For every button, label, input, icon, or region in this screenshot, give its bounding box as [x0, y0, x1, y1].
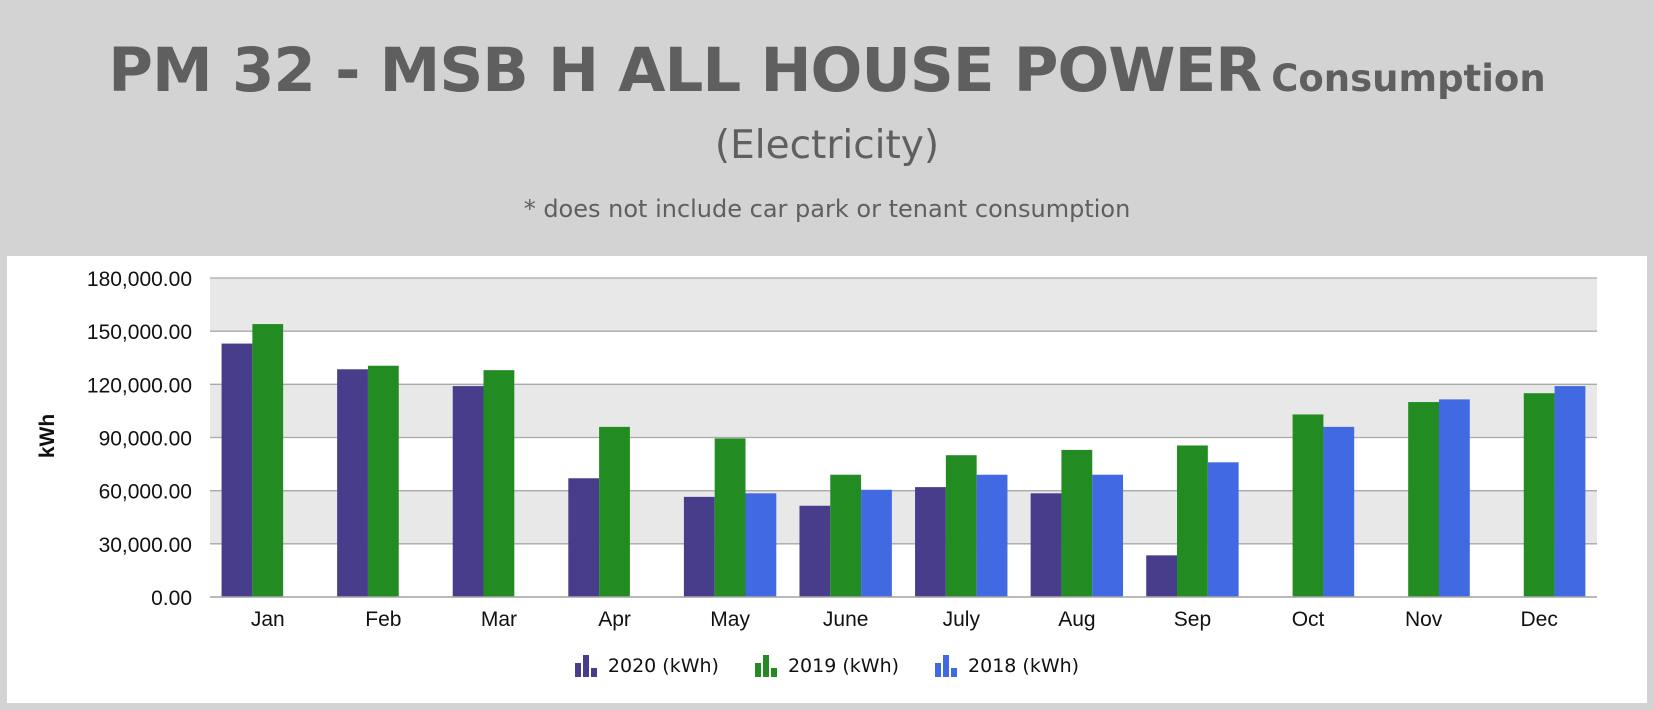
- bar-2019-june: [830, 474, 862, 597]
- grid-band: [210, 384, 1597, 438]
- x-tick-label: Mar: [481, 608, 517, 631]
- chart-subtitle: (Electricity): [714, 123, 940, 168]
- bar-2020-apr: [568, 478, 600, 597]
- x-tick-label: Aug: [1058, 608, 1095, 631]
- chart-title-suffix: Consumption: [1271, 57, 1546, 100]
- bar-2018-oct: [1323, 426, 1355, 597]
- bar-2020-may: [683, 496, 715, 597]
- bar-2019-apr: [599, 426, 630, 597]
- legend-label: 2018 (kWh): [968, 655, 1080, 677]
- y-tick-label: 150,000.00: [87, 321, 192, 344]
- bar-2018-aug: [1092, 474, 1124, 597]
- y-tick-label: 120,000.00: [87, 374, 192, 397]
- chart-legend: 2020 (kWh) 2019 (kWh) 2018 (kWh): [7, 655, 1647, 677]
- x-tick-label: June: [823, 608, 869, 631]
- bar-2019-nov: [1408, 402, 1439, 597]
- bar-2019-sep: [1177, 445, 1208, 597]
- legend-swatch-icon: [574, 655, 599, 677]
- y-tick-label: 90,000.00: [99, 428, 192, 451]
- bar-2018-dec: [1554, 386, 1586, 597]
- bar-2020-june: [799, 505, 831, 597]
- grid-band: [210, 278, 1597, 332]
- bar-2018-sep: [1207, 462, 1239, 597]
- y-tick-label: 0.00: [151, 587, 192, 610]
- bar-2020-sep: [1146, 555, 1178, 597]
- bar-2020-mar: [452, 386, 484, 597]
- bar-2019-dec: [1523, 393, 1555, 597]
- bar-2019-may: [714, 438, 746, 597]
- bar-2020-jan: [221, 343, 253, 597]
- bar-2019-mar: [483, 370, 515, 597]
- bar-2020-feb: [337, 369, 368, 597]
- legend-item: 2018 (kWh): [935, 655, 1079, 677]
- legend-swatch-icon: [754, 655, 779, 677]
- x-tick-label: July: [943, 608, 981, 631]
- x-tick-label: May: [710, 608, 750, 631]
- bar-2018-may: [745, 493, 777, 597]
- legend-swatch-icon: [935, 655, 959, 677]
- bar-2019-jan: [252, 324, 284, 597]
- bar-2018-nov: [1438, 399, 1470, 597]
- chart-note: * does not include car park or tenant co…: [523, 195, 1131, 223]
- bar-2019-aug: [1061, 449, 1093, 597]
- bar-2018-july: [976, 474, 1008, 597]
- chart-title: PM 32 - MSB H ALL HOUSE POWER Consumption: [0, 35, 1654, 106]
- bar-2019-feb: [367, 365, 399, 597]
- chart-header: PM 32 - MSB H ALL HOUSE POWER Consumption…: [0, 0, 1654, 256]
- chart-panel: 0.00 30,000.00 60,000.00 90,000.00 120,000.0…: [7, 256, 1647, 703]
- x-tick-label: Oct: [1292, 608, 1325, 631]
- chart-title-main: PM 32 - MSB H ALL HOUSE POWER: [108, 35, 1262, 106]
- x-tick-label: Jan: [251, 608, 285, 631]
- y-tick-label: 180,000.00: [87, 268, 192, 291]
- chart-plot: 0.00 30,000.00 60,000.00 90,000.00 120,000.0…: [36, 268, 1597, 631]
- x-tick-label: Feb: [365, 608, 401, 631]
- legend-item: 2020 (kWh): [574, 655, 719, 677]
- legend-label: 2020 (kWh): [607, 655, 719, 677]
- bar-2020-july: [915, 487, 946, 597]
- y-tick-label: 30,000.00: [99, 534, 192, 557]
- bar-2019-july: [945, 455, 977, 597]
- x-tick-label: Apr: [598, 608, 631, 631]
- grid-band: [210, 490, 1597, 544]
- y-tick-label: 60,000.00: [99, 481, 192, 504]
- x-tick-label: Nov: [1405, 608, 1443, 631]
- bar-2019-oct: [1292, 414, 1324, 597]
- y-axis-label: kWh: [36, 414, 59, 458]
- bar-2020-aug: [1030, 493, 1062, 597]
- x-tick-label: Sep: [1174, 608, 1211, 631]
- x-tick-label: Dec: [1521, 608, 1558, 631]
- legend-label: 2019 (kWh): [787, 655, 900, 677]
- legend-item: 2019 (kWh): [754, 655, 900, 677]
- bar-2018-june: [861, 489, 892, 597]
